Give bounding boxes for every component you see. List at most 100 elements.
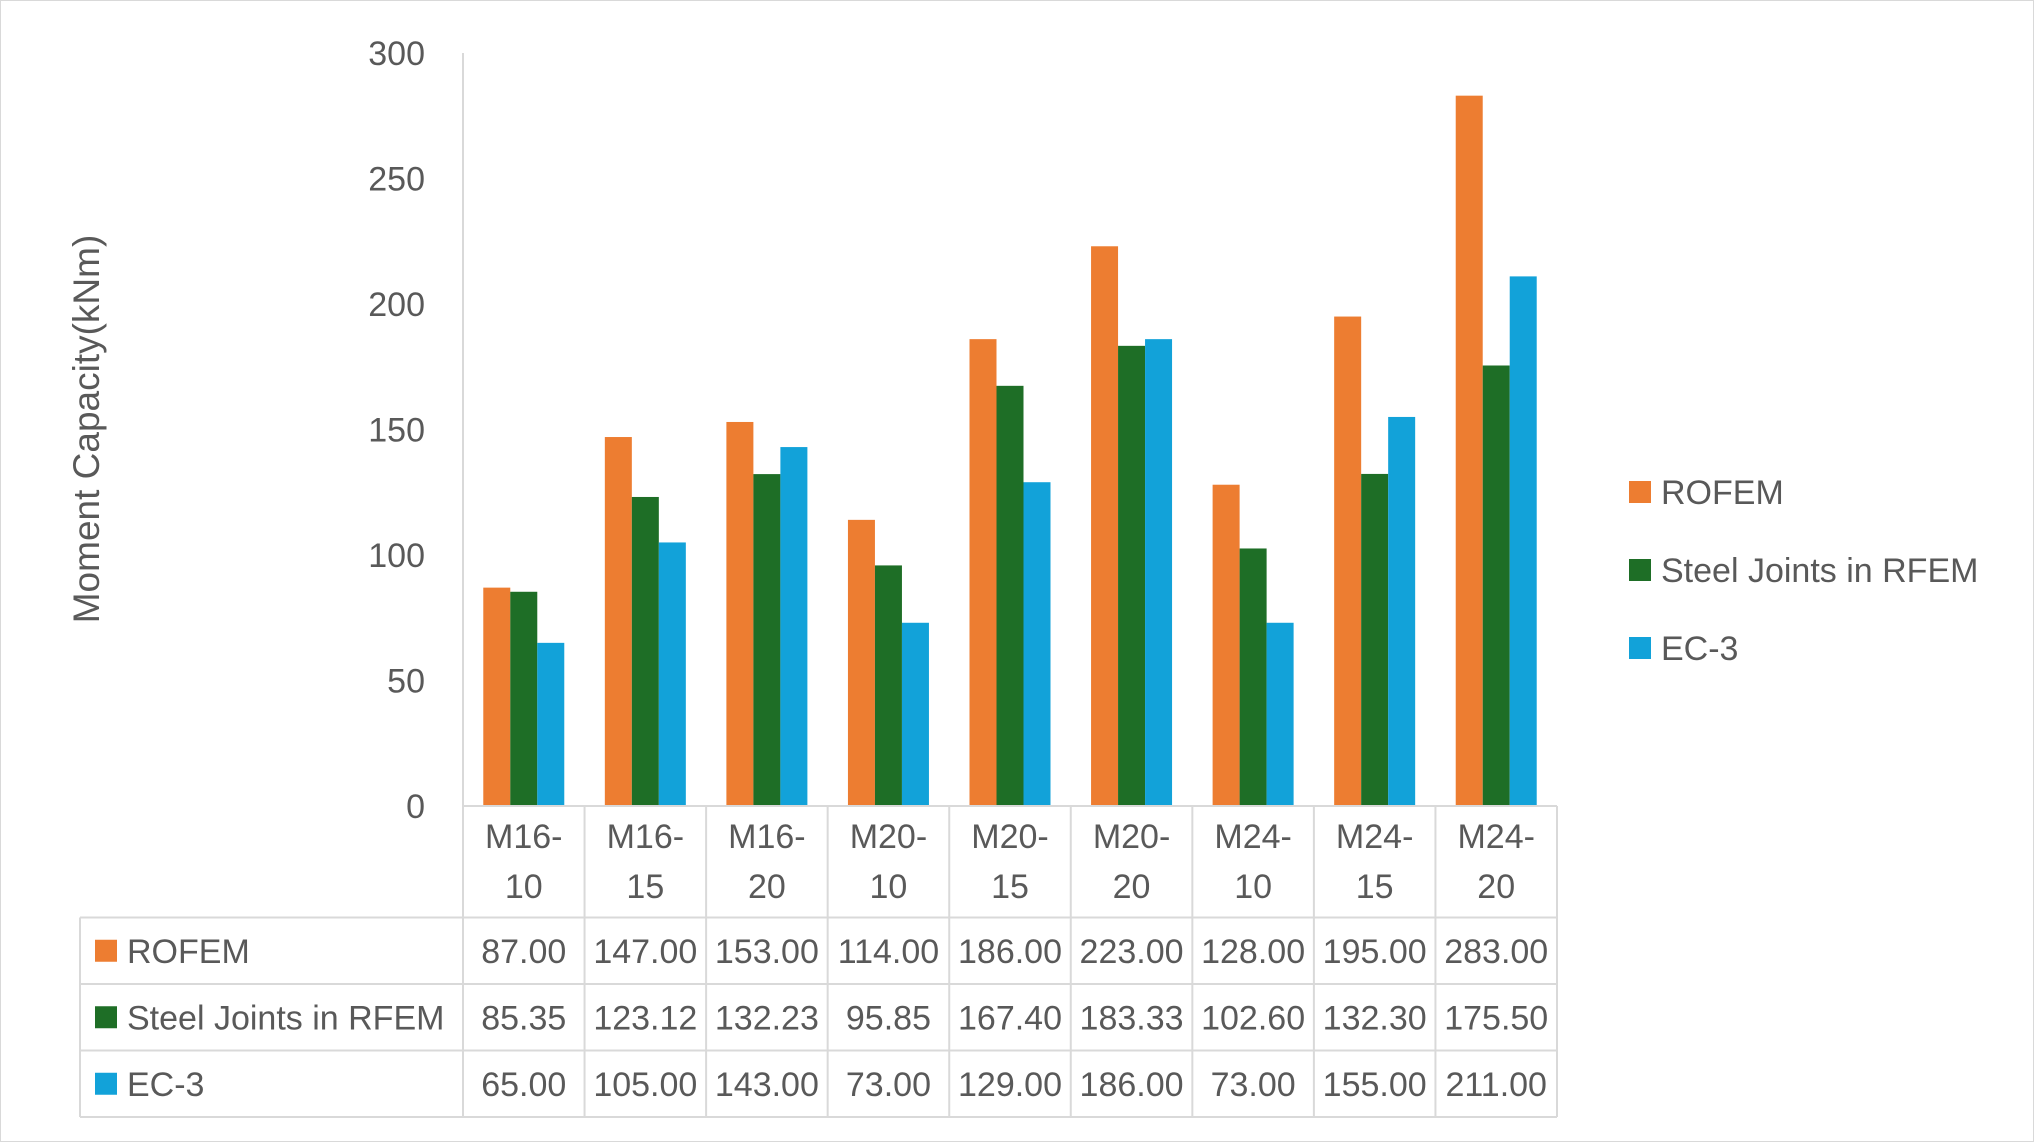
bar (1334, 316, 1362, 806)
table-value: 167.40 (958, 999, 1062, 1037)
data-table: ROFEM 87.00 147.00 153.00 114.00 186.00 223.00… (95, 933, 1548, 1104)
bar (874, 565, 902, 806)
x-tick-label: M16- (485, 818, 562, 856)
bar (1509, 276, 1537, 806)
table-swatch (95, 939, 117, 962)
bar (483, 587, 511, 806)
table-series-name: EC-3 (127, 1066, 204, 1104)
legend-label: EC-3 (1661, 630, 1738, 668)
x-tick-label: 10 (505, 868, 543, 906)
legend-label: Steel Joints in RFEM (1661, 552, 1978, 590)
bar (510, 591, 538, 806)
legend-swatch (1629, 559, 1651, 581)
x-tick-label: 15 (626, 868, 664, 906)
legend: ROFEM Steel Joints in RFEM EC-3 (1629, 474, 1978, 668)
bar (604, 437, 632, 806)
table-value: 153.00 (715, 933, 819, 971)
bar (996, 385, 1024, 806)
y-tick-label: 150 (368, 412, 425, 450)
x-tick-label: M20- (850, 818, 927, 856)
table-value: 102.60 (1201, 999, 1305, 1037)
table-value: 155.00 (1323, 1066, 1427, 1104)
x-tick-label: 20 (1477, 868, 1515, 906)
bar (1388, 416, 1416, 806)
table-value: 73.00 (1211, 1066, 1296, 1104)
bar (1266, 622, 1294, 806)
table-value: 283.00 (1444, 933, 1548, 971)
table-value: 175.50 (1444, 999, 1548, 1037)
table-value: 105.00 (593, 1066, 697, 1104)
bar (780, 447, 808, 806)
table-value: 186.00 (1080, 1066, 1184, 1104)
bar (1455, 95, 1483, 807)
table-series-name: Steel Joints in RFEM (127, 999, 444, 1037)
y-tick-labels: 0 50 100 150 200 250 300 (368, 35, 425, 826)
y-tick-label: 200 (368, 286, 425, 324)
y-tick-label: 0 (406, 788, 425, 826)
table-value: 195.00 (1323, 933, 1427, 971)
axes (79, 53, 1558, 1118)
table-value: 132.30 (1323, 999, 1427, 1037)
x-tick-label: M16- (728, 818, 805, 856)
x-tick-label: M20- (971, 818, 1048, 856)
legend-swatch (1629, 637, 1651, 659)
table-value: 95.85 (846, 999, 931, 1037)
legend-label: ROFEM (1661, 474, 1784, 512)
legend-swatch (1629, 481, 1651, 503)
bar (537, 642, 565, 806)
bar (726, 421, 754, 806)
x-tick-label: M20- (1093, 818, 1170, 856)
table-value: 223.00 (1080, 933, 1184, 971)
table-value: 123.12 (593, 999, 697, 1037)
bars (483, 95, 1537, 807)
x-tick-label: 20 (1113, 868, 1151, 906)
bar (1091, 246, 1119, 806)
x-tick-label: M16- (607, 818, 684, 856)
bar (1145, 339, 1173, 806)
bar (1239, 548, 1267, 806)
x-tick-label: 10 (1234, 868, 1272, 906)
y-tick-label: 100 (368, 537, 425, 575)
table-value: 85.35 (481, 999, 566, 1037)
x-tick-label: M24- (1214, 818, 1291, 856)
x-tick-label: M24- (1457, 818, 1534, 856)
table-value: 183.33 (1080, 999, 1184, 1037)
bar (901, 622, 929, 806)
x-tick-label: 20 (748, 868, 786, 906)
bar (1118, 345, 1146, 806)
bar (847, 519, 875, 806)
x-tick-label: 15 (1356, 868, 1394, 906)
table-value: 114.00 (838, 933, 939, 971)
table-value: 211.00 (1445, 1066, 1546, 1104)
table-series-name: ROFEM (127, 933, 250, 971)
bar (1023, 482, 1051, 806)
x-tick-label: 10 (870, 868, 908, 906)
y-tick-label: 250 (368, 161, 425, 199)
table-swatch (95, 1006, 117, 1029)
bar (658, 542, 686, 806)
bar (969, 339, 997, 806)
table-value: 147.00 (593, 933, 697, 971)
y-axis-title: Moment Capacity(kNm) (66, 235, 107, 624)
x-tick-label: 15 (991, 868, 1029, 906)
y-tick-label: 50 (387, 663, 425, 701)
table-value: 73.00 (846, 1066, 931, 1104)
bar (1361, 473, 1389, 806)
y-tick-label: 300 (368, 35, 425, 73)
table-value: 87.00 (481, 933, 566, 971)
table-value: 128.00 (1201, 933, 1305, 971)
table-value: 186.00 (958, 933, 1062, 971)
x-tick-labels: M16- 10 M16- 15 M16- 20 M20- 10 M20- 15 M20- 20 M24-… (485, 818, 1535, 906)
table-value: 143.00 (715, 1066, 819, 1104)
bar (753, 474, 781, 806)
table-value: 65.00 (481, 1066, 566, 1104)
x-tick-label: M24- (1336, 818, 1413, 856)
bar (631, 496, 659, 806)
table-value: 129.00 (958, 1066, 1062, 1104)
table-swatch (95, 1072, 117, 1095)
bar (1482, 365, 1510, 806)
bar (1212, 484, 1240, 806)
table-value: 132.23 (715, 999, 819, 1037)
